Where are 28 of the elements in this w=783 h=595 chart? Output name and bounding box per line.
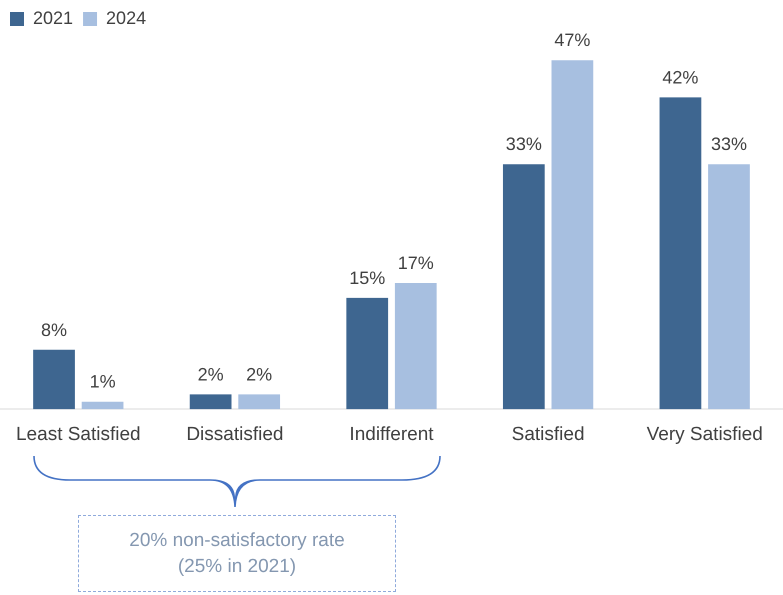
bar [502, 164, 545, 410]
data-label: 47% [554, 30, 590, 50]
data-label: 33% [506, 134, 542, 154]
bar [394, 282, 437, 410]
bar [346, 298, 388, 410]
legend-label: 2021 [33, 8, 74, 28]
bar [660, 97, 702, 410]
bar [190, 394, 232, 410]
bar [82, 402, 124, 410]
data-label: 8% [41, 320, 68, 340]
bar [238, 394, 280, 410]
x-tick-label: Least Satisfied [16, 424, 141, 445]
bar [708, 164, 750, 410]
data-label: 1% [90, 372, 116, 392]
data-label: 15% [349, 268, 386, 288]
data-label: 2% [246, 364, 272, 384]
x-tick-label: Dissatisfied [186, 424, 284, 445]
data-label: 33% [710, 134, 747, 154]
x-tick-label: Indifferent [349, 424, 434, 445]
x-tick-label: Satisfied [512, 424, 585, 445]
data-label: 17% [398, 252, 434, 273]
bar [33, 350, 75, 410]
bar [552, 60, 594, 410]
data-label: 2% [198, 364, 224, 384]
legend-label: 2024 [106, 8, 146, 28]
text: 20% non-satisfactory rate (25% in 2021) [78, 515, 396, 592]
x-tick-label: Very Satisfied [646, 424, 763, 445]
data-label: 42% [662, 67, 698, 88]
